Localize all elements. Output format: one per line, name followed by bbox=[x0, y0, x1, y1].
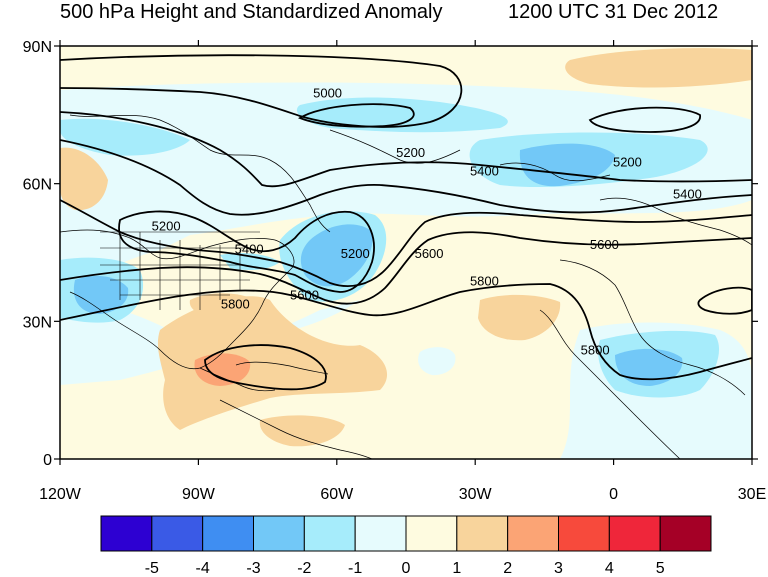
contour-label: 5800 bbox=[221, 297, 250, 312]
lon-tick-label: 30E bbox=[738, 486, 766, 503]
contour-label: 5400 bbox=[470, 163, 499, 178]
coastlines bbox=[60, 114, 752, 459]
valid-time: 1200 UTC 31 Dec 2012 bbox=[508, 1, 719, 23]
lon-tick-label: 30W bbox=[459, 486, 493, 503]
contour-labels: 5000 5200 5200 5400 5400 5200 5400 5200 5600 5600… bbox=[152, 85, 702, 357]
contour-label: 5400 bbox=[673, 186, 702, 201]
lon-tick-label: 120W bbox=[39, 486, 82, 503]
contour-label: 5600 bbox=[590, 237, 619, 252]
map-title: 500 hPa Height and Standardized Anomaly bbox=[60, 1, 443, 23]
lat-tick-label: 90N bbox=[23, 39, 52, 56]
lat-tick-label: 30N bbox=[23, 314, 52, 331]
colorbar-swatch bbox=[354, 515, 407, 552]
colorbar-swatch bbox=[303, 515, 356, 552]
latitude-axis: 90N 60N 30N 0 bbox=[23, 39, 758, 469]
colorbar-swatch bbox=[253, 515, 305, 552]
colorbar-label: -5 bbox=[145, 560, 159, 577]
height-contours bbox=[60, 54, 752, 391]
contour-label: 5400 bbox=[235, 242, 264, 257]
lat-tick-label: 0 bbox=[43, 452, 52, 469]
lon-tick-label: 0 bbox=[609, 486, 618, 503]
colorbar-label: 5 bbox=[656, 560, 665, 577]
lon-tick-label: 90W bbox=[182, 486, 216, 503]
contour-label: 5000 bbox=[313, 85, 342, 100]
colorbar-swatch bbox=[659, 515, 712, 552]
anomaly-shading bbox=[60, 48, 752, 459]
colorbar-label: 1 bbox=[452, 560, 461, 577]
contour-label: 5200 bbox=[396, 145, 425, 160]
colorbar-swatch bbox=[405, 515, 458, 552]
contour-label: 5600 bbox=[290, 287, 319, 302]
longitude-axis: 120W 90W 60W 30W 0 30E bbox=[39, 40, 766, 503]
contour-label: 5800 bbox=[581, 342, 610, 357]
colorbar-label: -3 bbox=[246, 560, 260, 577]
colorbar-swatch bbox=[151, 515, 204, 552]
contour-label: 5800 bbox=[470, 274, 499, 289]
colorbar: -5 -4 -3 -2 -1 0 1 2 3 4 5 bbox=[100, 515, 712, 577]
colorbar-label: 2 bbox=[503, 560, 512, 577]
colorbar-label: -4 bbox=[196, 560, 210, 577]
contour-label: 5600 bbox=[415, 246, 444, 261]
colorbar-swatch bbox=[456, 515, 509, 552]
map-frame bbox=[59, 45, 753, 460]
colorbar-swatch bbox=[202, 515, 255, 552]
colorbar-swatch bbox=[507, 515, 559, 552]
colorbar-label: -2 bbox=[297, 560, 311, 577]
contour-label: 5200 bbox=[152, 219, 181, 234]
colorbar-swatch bbox=[558, 515, 610, 552]
colorbar-swatch bbox=[100, 515, 153, 552]
contour-label: 5200 bbox=[341, 246, 370, 261]
colorbar-label: 4 bbox=[605, 560, 614, 577]
colorbar-label: 3 bbox=[554, 560, 563, 577]
colorbar-swatch bbox=[608, 515, 661, 552]
colorbar-label: -1 bbox=[348, 560, 362, 577]
lat-tick-label: 60N bbox=[23, 177, 52, 194]
contour-label: 5200 bbox=[613, 154, 642, 169]
colorbar-label: 0 bbox=[402, 560, 411, 577]
lon-tick-label: 60W bbox=[320, 486, 354, 503]
